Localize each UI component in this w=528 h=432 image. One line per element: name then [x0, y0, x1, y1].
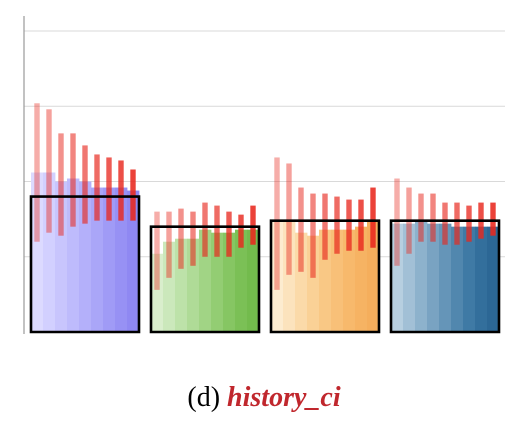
bar: [223, 232, 236, 332]
bar: [43, 172, 56, 332]
ci-bar: [418, 193, 424, 242]
bar: [487, 226, 500, 332]
ci-bar: [166, 211, 172, 278]
ci-bar: [238, 214, 244, 248]
ci-bar: [274, 157, 280, 290]
bar: [439, 223, 452, 332]
group-frame: [269, 219, 381, 334]
ci-bar: [346, 199, 352, 251]
bar: [31, 172, 44, 332]
ci-bar: [178, 208, 184, 269]
group-frame: [29, 195, 141, 334]
ci-bar: [202, 202, 208, 257]
ci-bar: [286, 163, 292, 275]
bar: [295, 232, 308, 332]
bar: [187, 238, 200, 332]
ci-bar: [310, 193, 316, 278]
ci-bar: [370, 187, 376, 248]
bar: [427, 223, 440, 332]
ci-bar: [34, 103, 40, 242]
ci-bar: [46, 109, 52, 233]
bar: [475, 226, 488, 332]
bar: [391, 223, 404, 332]
ci-bar: [226, 211, 232, 257]
bar: [79, 181, 92, 332]
bar: [151, 253, 164, 332]
ci-bar: [190, 211, 196, 266]
ci-bar: [82, 145, 88, 224]
ci-bar: [322, 193, 328, 260]
group-frame: [149, 225, 261, 334]
bar-group: [29, 103, 141, 334]
bar: [451, 226, 464, 332]
ci-bar: [70, 133, 76, 227]
ci-bar: [334, 196, 340, 254]
bar: [319, 229, 332, 332]
ci-bar: [430, 193, 436, 242]
group-frame: [389, 219, 501, 334]
ci-bar: [106, 157, 112, 221]
ci-bar: [94, 154, 100, 221]
ci-bar: [130, 169, 136, 221]
bar: [163, 241, 176, 332]
ci-bar: [358, 199, 364, 251]
bar: [175, 238, 188, 332]
bar: [127, 190, 140, 332]
ci-bar: [442, 202, 448, 245]
ci-bar: [298, 187, 304, 272]
ci-bar: [454, 202, 460, 245]
bar-group: [269, 157, 381, 334]
ci-bar: [214, 205, 220, 257]
bar: [343, 229, 356, 332]
bar: [103, 187, 116, 332]
bar: [55, 181, 68, 332]
bar: [355, 226, 368, 332]
bar: [283, 220, 296, 332]
bar-group: [389, 178, 501, 334]
ci-bar: [250, 205, 256, 245]
ci-bar: [394, 178, 400, 266]
bar: [211, 232, 224, 332]
bar: [115, 187, 128, 332]
bar: [307, 235, 320, 332]
bar: [367, 220, 380, 332]
ci-bar: [58, 133, 64, 236]
bar: [235, 229, 248, 332]
bar: [67, 178, 80, 332]
bar-groups: [29, 103, 501, 334]
bar-group: [149, 202, 261, 334]
figure-caption: (d) history_ci: [0, 382, 528, 414]
caption-prefix: (d): [187, 382, 221, 413]
bar: [463, 226, 476, 332]
ci-bar: [466, 205, 472, 242]
bar: [91, 187, 104, 332]
bar: [403, 223, 416, 332]
bar: [199, 229, 212, 332]
bar: [247, 229, 260, 332]
ci-bar: [154, 211, 160, 290]
ci-bar: [118, 160, 124, 221]
ci-bar: [490, 202, 496, 236]
caption-name: history_ci: [227, 382, 341, 413]
bar: [415, 220, 428, 332]
bar: [271, 220, 284, 332]
bar: [331, 229, 344, 332]
